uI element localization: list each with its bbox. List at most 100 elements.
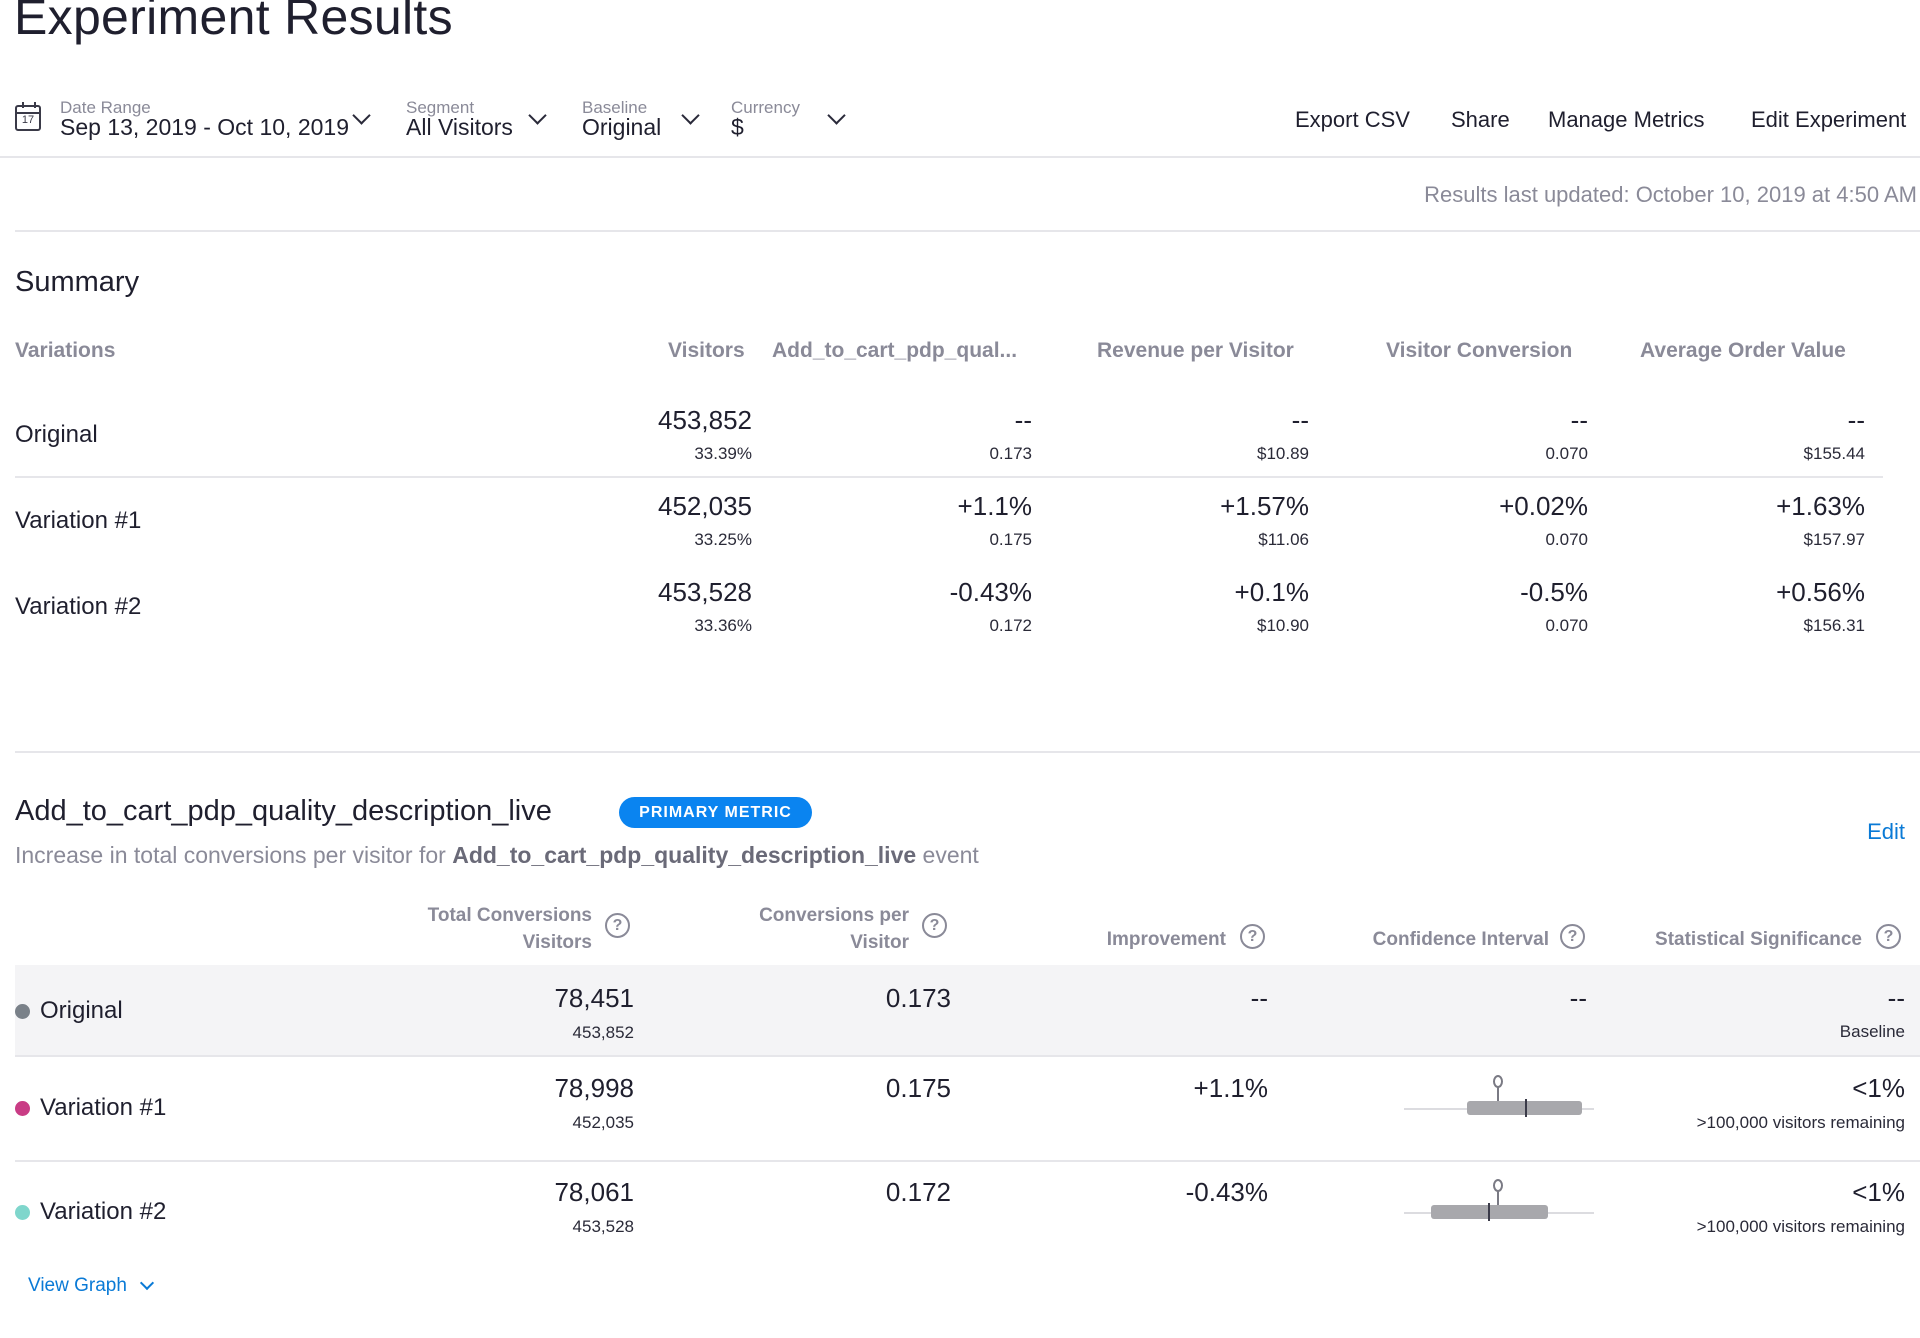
- row-divider: [15, 476, 1883, 478]
- help-icon[interactable]: ?: [1240, 924, 1265, 949]
- metric-value: $157.97: [1803, 530, 1865, 549]
- significance-note: >100,000 visitors remaining: [1696, 1113, 1905, 1132]
- metric-value: $10.89: [1257, 444, 1309, 463]
- conversions-per-visitor: 0.175: [885, 1073, 951, 1103]
- date-range-label: Date Range: [60, 98, 151, 117]
- confidence-interval-value: --: [1569, 983, 1587, 1013]
- visitors-share: 33.39%: [694, 444, 752, 463]
- col-revenue-per-visitor: Revenue per Visitor: [1097, 339, 1294, 362]
- share-button[interactable]: Share: [1451, 107, 1510, 132]
- metric-change: --: [1570, 405, 1588, 435]
- export-csv-button[interactable]: Export CSV: [1295, 107, 1410, 132]
- total-conversions: 78,998: [554, 1073, 634, 1103]
- col-statistical-significance: Statistical Significance: [1655, 929, 1862, 950]
- manage-metrics-button[interactable]: Manage Metrics: [1548, 107, 1705, 132]
- baseline-value: Original: [582, 114, 662, 140]
- help-icon[interactable]: ?: [1560, 924, 1585, 949]
- series-color-dot: [15, 1205, 30, 1220]
- col-improvement: Improvement: [1106, 929, 1226, 950]
- metric-value: 0.070: [1545, 530, 1588, 549]
- significance-note: Baseline: [1839, 1022, 1905, 1041]
- help-icon[interactable]: ?: [1876, 924, 1901, 949]
- variation-name: Variation #1: [15, 507, 142, 534]
- conversions-per-visitor: 0.172: [885, 1177, 951, 1207]
- variation-name: Original: [40, 997, 123, 1024]
- currency-label: Currency: [731, 98, 800, 117]
- metric-change: -0.5%: [1520, 577, 1588, 607]
- visitors-count: 453,528: [572, 1217, 634, 1236]
- metric-value: 0.070: [1545, 616, 1588, 635]
- col-visitors: Visitors: [668, 339, 745, 362]
- significance-value: --: [1887, 983, 1905, 1013]
- divider: [15, 230, 1920, 232]
- page-title: Experiment Results: [14, 0, 453, 45]
- col-total-conversions: Total Conversions Visitors: [427, 905, 592, 953]
- baseline-label: Baseline: [582, 98, 648, 117]
- metric-change: +0.1%: [1234, 577, 1309, 607]
- visitors-count: 452,035: [572, 1113, 634, 1132]
- variation-name: Variation #1: [40, 1094, 167, 1121]
- chevron-down-icon: [352, 106, 371, 125]
- col-add-to-cart: Add_to_cart_pdp_qual...: [772, 339, 1018, 362]
- metric-description: Increase in total conversions per visito…: [15, 842, 979, 868]
- significance-note: >100,000 visitors remaining: [1696, 1217, 1905, 1236]
- visitors-count: 452,035: [658, 491, 752, 521]
- help-icon[interactable]: ?: [605, 913, 630, 938]
- metric-value: $10.90: [1257, 616, 1309, 635]
- currency-dropdown[interactable]: Currency $: [731, 98, 851, 142]
- currency-value: $: [731, 114, 744, 140]
- visitors-share: 33.36%: [694, 616, 752, 635]
- variation-name: Variation #2: [15, 593, 142, 620]
- improvement-value: --: [1250, 983, 1268, 1013]
- col-conversions-per-visitor: Conversions per Visitor: [759, 905, 909, 953]
- col-confidence-interval: Confidence Interval: [1372, 929, 1549, 950]
- date-range-dropdown[interactable]: Date Range Sep 13, 2019 - Oct 10, 2019: [60, 98, 380, 142]
- toolbar-divider: [0, 156, 1920, 158]
- help-icon[interactable]: ?: [922, 913, 947, 938]
- visitors-share: 33.25%: [694, 530, 752, 549]
- visitors-count: 453,852: [658, 405, 752, 435]
- series-color-dot: [15, 1004, 30, 1019]
- metric-change: +0.02%: [1499, 491, 1588, 521]
- visitors-count: 453,528: [658, 577, 752, 607]
- metric-value: $156.31: [1803, 616, 1865, 635]
- metric-change: -0.43%: [949, 577, 1032, 607]
- metric-value: 0.172: [989, 616, 1032, 635]
- metric-title: Add_to_cart_pdp_quality_description_live: [15, 795, 552, 827]
- metric-change: +1.63%: [1776, 491, 1865, 521]
- chevron-down-icon: [681, 106, 700, 125]
- total-conversions: 78,451: [554, 983, 634, 1013]
- summary-heading: Summary: [15, 266, 140, 298]
- date-range-value: Sep 13, 2019 - Oct 10, 2019: [60, 114, 349, 140]
- segment-dropdown[interactable]: Segment All Visitors: [406, 98, 547, 142]
- row-divider: [15, 1055, 1920, 1057]
- variation-name: Variation #2: [40, 1198, 167, 1225]
- metric-value: 0.173: [989, 444, 1032, 463]
- chevron-down-icon: [827, 106, 846, 125]
- edit-experiment-button[interactable]: Edit Experiment: [1751, 107, 1907, 132]
- conversions-per-visitor: 0.173: [885, 983, 951, 1013]
- primary-metric-badge: PRIMARY METRIC: [619, 797, 812, 828]
- variation-name: Original: [15, 421, 98, 448]
- edit-metric-link[interactable]: Edit: [1867, 819, 1905, 844]
- metric-change: +1.57%: [1220, 491, 1309, 521]
- metric-change: --: [1291, 405, 1309, 435]
- metric-value: $11.06: [1258, 530, 1309, 549]
- calendar-icon[interactable]: 17: [15, 102, 41, 131]
- chevron-down-icon: [528, 106, 547, 125]
- metric-change: --: [1847, 405, 1865, 435]
- metric-value: 0.070: [1545, 444, 1588, 463]
- col-average-order-value: Average Order Value: [1640, 339, 1846, 362]
- baseline-dropdown[interactable]: Baseline Original: [582, 98, 702, 142]
- metric-value: $155.44: [1803, 444, 1865, 463]
- view-graph-link[interactable]: View Graph: [28, 1275, 127, 1296]
- metric-change: +1.1%: [957, 491, 1032, 521]
- metric-change: --: [1014, 405, 1032, 435]
- improvement-value: +1.1%: [1193, 1073, 1268, 1103]
- chevron-down-icon: [139, 1275, 155, 1291]
- metric-row-original: [15, 965, 1920, 1055]
- improvement-value: -0.43%: [1185, 1177, 1268, 1207]
- section-divider: [15, 751, 1920, 753]
- total-conversions: 78,061: [554, 1177, 634, 1207]
- series-color-dot: [15, 1101, 30, 1116]
